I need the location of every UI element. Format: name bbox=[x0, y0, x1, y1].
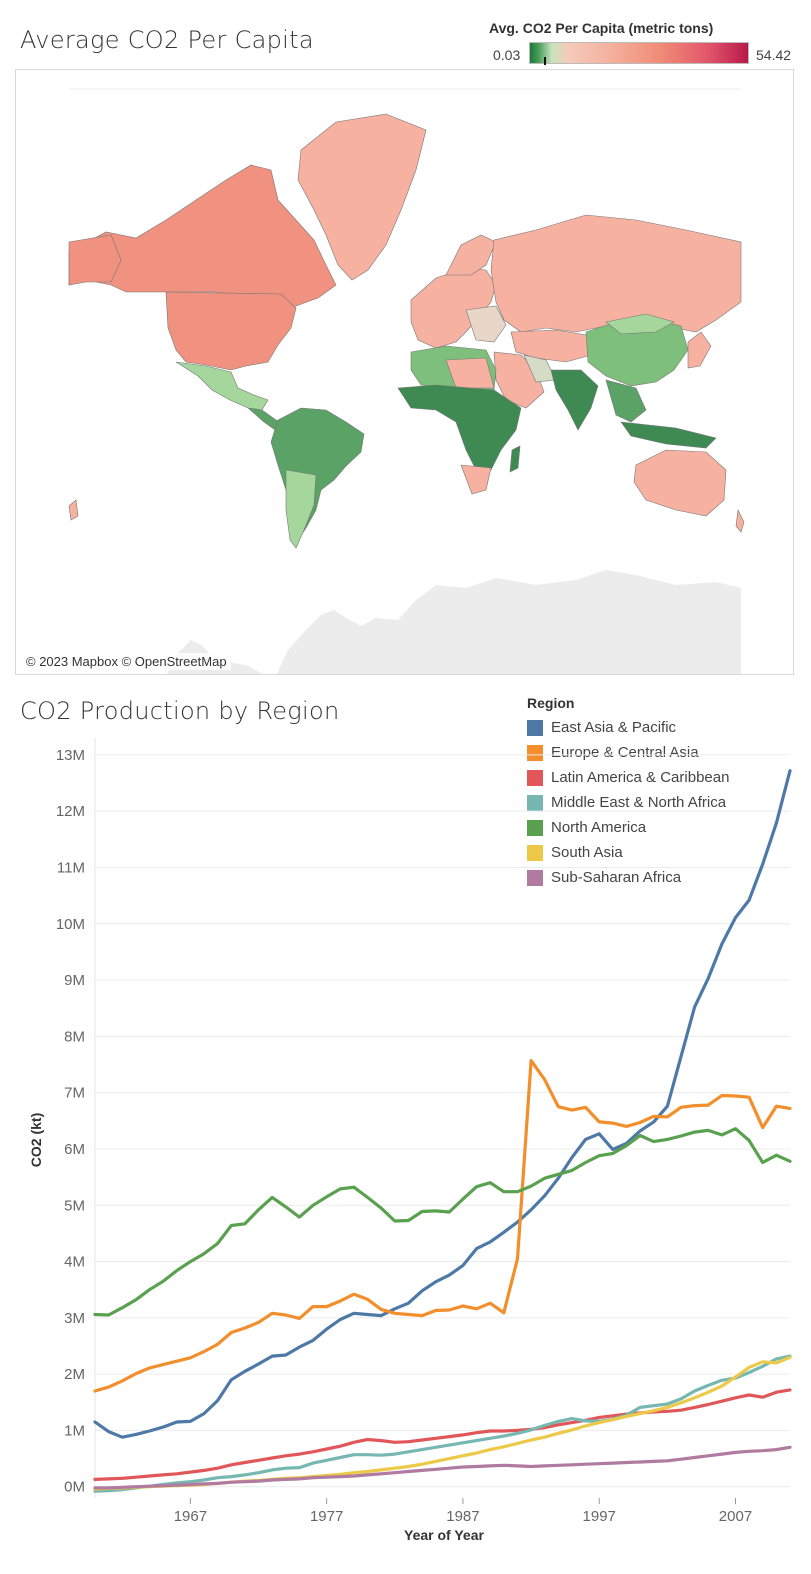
x-tick-label: 1997 bbox=[583, 1508, 616, 1525]
region-legend-item[interactable]: Latin America & Caribbean bbox=[527, 765, 729, 790]
y-tick-label: 6M bbox=[64, 1141, 85, 1158]
eastern-europe[interactable] bbox=[465, 305, 507, 343]
series-line-4[interactable] bbox=[93, 1127, 792, 1317]
legend-label: Europe & Central Asia bbox=[551, 744, 699, 761]
series-line-2[interactable] bbox=[93, 1388, 792, 1482]
alaska[interactable] bbox=[68, 234, 122, 286]
y-tick-label: 5M bbox=[64, 1197, 85, 1214]
y-axis: 0M 1M 2M 3M 4M 5M 6M 7M 8M 9M 10M 11M 12M 13M bbox=[56, 747, 85, 1496]
y-tick-label: 11M bbox=[57, 859, 85, 876]
libya-egypt[interactable] bbox=[445, 357, 495, 389]
region-legend: Region East Asia & Pacific Europe & Centr… bbox=[527, 695, 729, 890]
sub-saharan-africa[interactable] bbox=[397, 384, 522, 471]
grid-lines bbox=[94, 738, 790, 1498]
color-legend-min: 0.03 bbox=[493, 47, 521, 63]
y-tick-label: 8M bbox=[64, 1028, 85, 1045]
japan-korea[interactable] bbox=[687, 331, 712, 369]
australia[interactable] bbox=[633, 449, 727, 517]
series-line-6[interactable] bbox=[93, 1445, 792, 1490]
x-tick-label: 1967 bbox=[174, 1508, 207, 1525]
legend-label: Sub-Saharan Africa bbox=[551, 869, 682, 886]
india[interactable] bbox=[550, 369, 599, 431]
map-credit[interactable]: © 2023 Mapbox © OpenStreetMap bbox=[22, 653, 231, 670]
south-america[interactable] bbox=[270, 407, 365, 541]
x-tick-label: 2007 bbox=[719, 1508, 752, 1525]
region-legend-item[interactable]: Middle East & North Africa bbox=[527, 790, 729, 815]
russia[interactable] bbox=[490, 214, 742, 333]
legend-swatch bbox=[527, 769, 543, 786]
canada[interactable] bbox=[68, 164, 337, 311]
color-legend-title: Avg. CO2 Per Capita (metric tons) bbox=[489, 20, 714, 36]
series-line-0[interactable] bbox=[93, 769, 792, 1439]
line-chart[interactable]: 0M 1M 2M 3M 4M 5M 6M 7M 8M 9M 10M 11M 12M 13M 1967 197… bbox=[0, 738, 811, 1574]
map-title: Average CO2 Per Capita bbox=[20, 26, 314, 54]
indonesia[interactable] bbox=[620, 421, 717, 449]
madagascar[interactable] bbox=[509, 445, 521, 473]
y-tick-label: 1M bbox=[64, 1422, 85, 1439]
legend-label: Latin America & Caribbean bbox=[551, 769, 730, 786]
series-lines bbox=[93, 769, 792, 1493]
legend-swatch bbox=[527, 844, 543, 861]
central-asia[interactable] bbox=[510, 329, 592, 363]
argentina-chile[interactable] bbox=[285, 469, 317, 549]
region-legend-item[interactable]: South Asia bbox=[527, 840, 729, 865]
color-legend-gradient[interactable] bbox=[529, 42, 749, 65]
region-legend-items: East Asia & Pacific Europe & Central Asia… bbox=[527, 715, 729, 890]
color-legend-marker bbox=[544, 57, 546, 65]
line-chart-title: CO2 Production by Region bbox=[20, 697, 340, 725]
legend-swatch bbox=[527, 719, 543, 736]
legend-swatch bbox=[527, 744, 543, 761]
region-legend-item[interactable]: Sub-Saharan Africa bbox=[527, 865, 729, 890]
greenland[interactable] bbox=[297, 113, 427, 281]
southern-africa[interactable] bbox=[460, 464, 492, 495]
region-legend-item[interactable]: Europe & Central Asia bbox=[527, 740, 729, 765]
legend-label: East Asia & Pacific bbox=[551, 719, 677, 736]
y-tick-label: 3M bbox=[64, 1310, 85, 1327]
y-tick-label: 7M bbox=[64, 1085, 85, 1102]
color-legend-max: 54.42 bbox=[756, 47, 792, 63]
color-legend: Avg. CO2 Per Capita (metric tons) 0.03 5… bbox=[475, 20, 805, 70]
region-legend-item[interactable]: North America bbox=[527, 815, 729, 840]
united-states[interactable] bbox=[165, 291, 297, 371]
world-map[interactable] bbox=[16, 70, 794, 675]
y-tick-label: 9M bbox=[64, 972, 85, 989]
legend-swatch bbox=[527, 819, 543, 836]
y-axis-label: CO2 (kt) bbox=[28, 1113, 44, 1167]
legend-swatch bbox=[527, 794, 543, 811]
region-legend-title: Region bbox=[527, 695, 575, 711]
hawaii-islands[interactable] bbox=[68, 499, 79, 521]
series-line-1[interactable] bbox=[93, 1059, 792, 1393]
legend-swatch bbox=[527, 869, 543, 886]
y-tick-label: 2M bbox=[64, 1366, 85, 1383]
choropleth-map[interactable]: © 2023 Mapbox © OpenStreetMap bbox=[15, 69, 794, 675]
y-tick-label: 13M bbox=[56, 747, 85, 764]
x-axis-label: Year of Year bbox=[404, 1527, 484, 1543]
legend-label: South Asia bbox=[551, 844, 623, 861]
x-tick-label: 1977 bbox=[310, 1508, 343, 1525]
x-tick-label: 1987 bbox=[446, 1508, 479, 1525]
southeast-asia[interactable] bbox=[605, 379, 647, 423]
y-tick-label: 4M bbox=[64, 1254, 85, 1271]
new-zealand[interactable] bbox=[735, 508, 745, 533]
y-tick-label: 12M bbox=[56, 803, 85, 820]
mongolia[interactable] bbox=[605, 313, 675, 335]
antarctica bbox=[276, 570, 741, 674]
mexico[interactable] bbox=[175, 361, 269, 411]
y-tick-label: 10M bbox=[56, 916, 85, 933]
x-axis: 1967 1977 1987 1997 2007 bbox=[174, 1498, 752, 1525]
scandinavia[interactable] bbox=[445, 234, 497, 276]
legend-label: Middle East & North Africa bbox=[551, 794, 727, 811]
y-tick-label: 0M bbox=[64, 1479, 85, 1496]
series-line-3[interactable] bbox=[93, 1354, 792, 1493]
region-legend-item[interactable]: East Asia & Pacific bbox=[527, 715, 729, 740]
legend-label: North America bbox=[551, 819, 647, 836]
